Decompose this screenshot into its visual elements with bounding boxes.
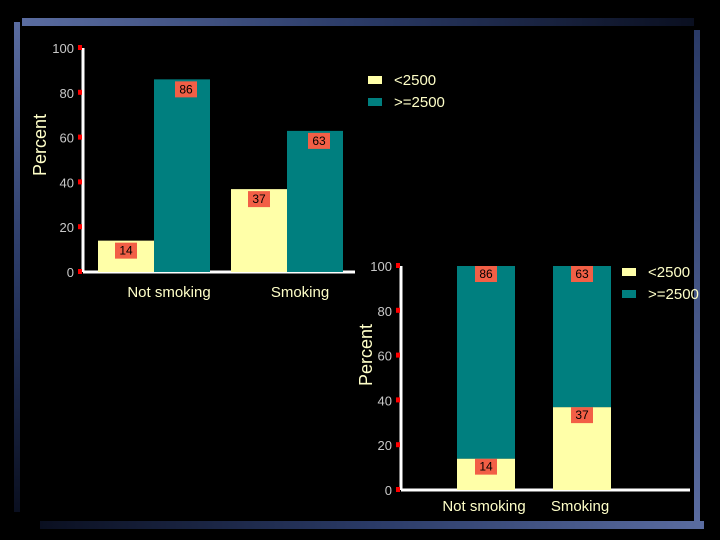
chart1-data-label-group: 86 bbox=[175, 81, 197, 98]
chart1-tick-label: 100 bbox=[52, 41, 74, 56]
chart2-tick-marker bbox=[396, 263, 400, 268]
chart1-legend-label: >=2500 bbox=[394, 94, 445, 111]
chart1-tick-label: 40 bbox=[60, 175, 74, 190]
frame-left-bar bbox=[14, 22, 20, 512]
chart1-tick-label: 20 bbox=[60, 220, 74, 235]
chart1-data-label-bg bbox=[248, 191, 270, 208]
chart1-category-label: Smoking bbox=[271, 284, 329, 301]
chart1-data-label: 63 bbox=[312, 134, 326, 148]
chart1-tick-marker bbox=[78, 134, 82, 140]
chart2-tick-label: 40 bbox=[378, 393, 392, 408]
chart2-ylabel: Percent bbox=[356, 324, 376, 386]
chart1-tick-label: 80 bbox=[60, 86, 74, 101]
chart1-bar bbox=[287, 130, 343, 272]
chart1-data-label-bg bbox=[308, 132, 330, 149]
chart2-legend-swatch bbox=[622, 290, 636, 298]
chart1-bar bbox=[154, 79, 210, 272]
chart1-data-label: 14 bbox=[119, 244, 133, 258]
chart2-tick-label: 60 bbox=[378, 349, 392, 364]
chart1-legend-swatch bbox=[368, 98, 382, 106]
chart2-category-label: Not smoking bbox=[442, 498, 525, 515]
chart1-data-label: 86 bbox=[179, 82, 193, 96]
chart2-bar bbox=[553, 266, 611, 408]
chart1-data-label-group: 63 bbox=[308, 132, 330, 149]
chart2-data-label: 37 bbox=[575, 408, 589, 422]
chart2-legend-swatch bbox=[622, 268, 636, 276]
chart1-tick-marker bbox=[78, 89, 82, 95]
chart2-legend-label: <2500 bbox=[648, 264, 690, 281]
chart1-tick-marker bbox=[78, 179, 82, 185]
chart1-tick-label: 60 bbox=[60, 131, 74, 146]
chart1-data-label-group: 37 bbox=[248, 191, 270, 208]
chart2-data-label-group: 86 bbox=[475, 266, 497, 282]
chart2-data-label-bg bbox=[475, 458, 497, 475]
chart2-tick-label: 80 bbox=[378, 304, 392, 319]
chart1-tick-marker bbox=[78, 45, 82, 50]
frame-top-bar bbox=[22, 18, 694, 26]
chart1-category-label: Not smoking bbox=[127, 284, 210, 301]
chart2-tick-marker bbox=[396, 442, 400, 448]
chart1-legend-label: <2500 bbox=[394, 72, 436, 89]
chart2-tick-marker bbox=[396, 487, 400, 492]
chart2-data-label: 14 bbox=[479, 460, 493, 474]
frame-bottom-bar bbox=[40, 521, 704, 529]
chart2-data-label-group: 37 bbox=[571, 407, 593, 424]
chart2-data-label-bg bbox=[571, 266, 593, 282]
frame-right-bar bbox=[694, 30, 700, 526]
chart2-tick-marker bbox=[396, 352, 400, 358]
chart2-data-label: 86 bbox=[479, 267, 493, 281]
chart2-legend-label: >=2500 bbox=[648, 286, 699, 303]
chart1-tick-marker bbox=[78, 269, 82, 274]
chart2-tick-label: 100 bbox=[370, 259, 392, 274]
chart2-data-label-group: 14 bbox=[475, 458, 497, 475]
chart1-legend-swatch bbox=[368, 76, 382, 84]
chart1-tick-label: 0 bbox=[67, 265, 74, 280]
chart1-tick-marker bbox=[78, 224, 82, 230]
chart1-data-label-bg bbox=[175, 81, 197, 98]
chart2-tick-marker bbox=[396, 307, 400, 313]
chart2-data-label: 63 bbox=[575, 267, 589, 281]
chart1-data-label: 37 bbox=[252, 192, 266, 206]
chart2-tick-label: 20 bbox=[378, 438, 392, 453]
chart2-category-label: Smoking bbox=[551, 498, 609, 515]
chart2-data-label-bg bbox=[475, 266, 497, 282]
chart1-ylabel: Percent bbox=[30, 114, 50, 176]
chart1-data-label-bg bbox=[115, 242, 137, 259]
chart2-tick-label: 0 bbox=[385, 483, 392, 498]
chart2-bar bbox=[457, 266, 515, 459]
chart2-tick-marker bbox=[396, 397, 400, 403]
chart2-data-label-bg bbox=[571, 407, 593, 424]
chart1-data-label-group: 14 bbox=[115, 242, 137, 259]
chart2-data-label-group: 63 bbox=[571, 266, 593, 282]
